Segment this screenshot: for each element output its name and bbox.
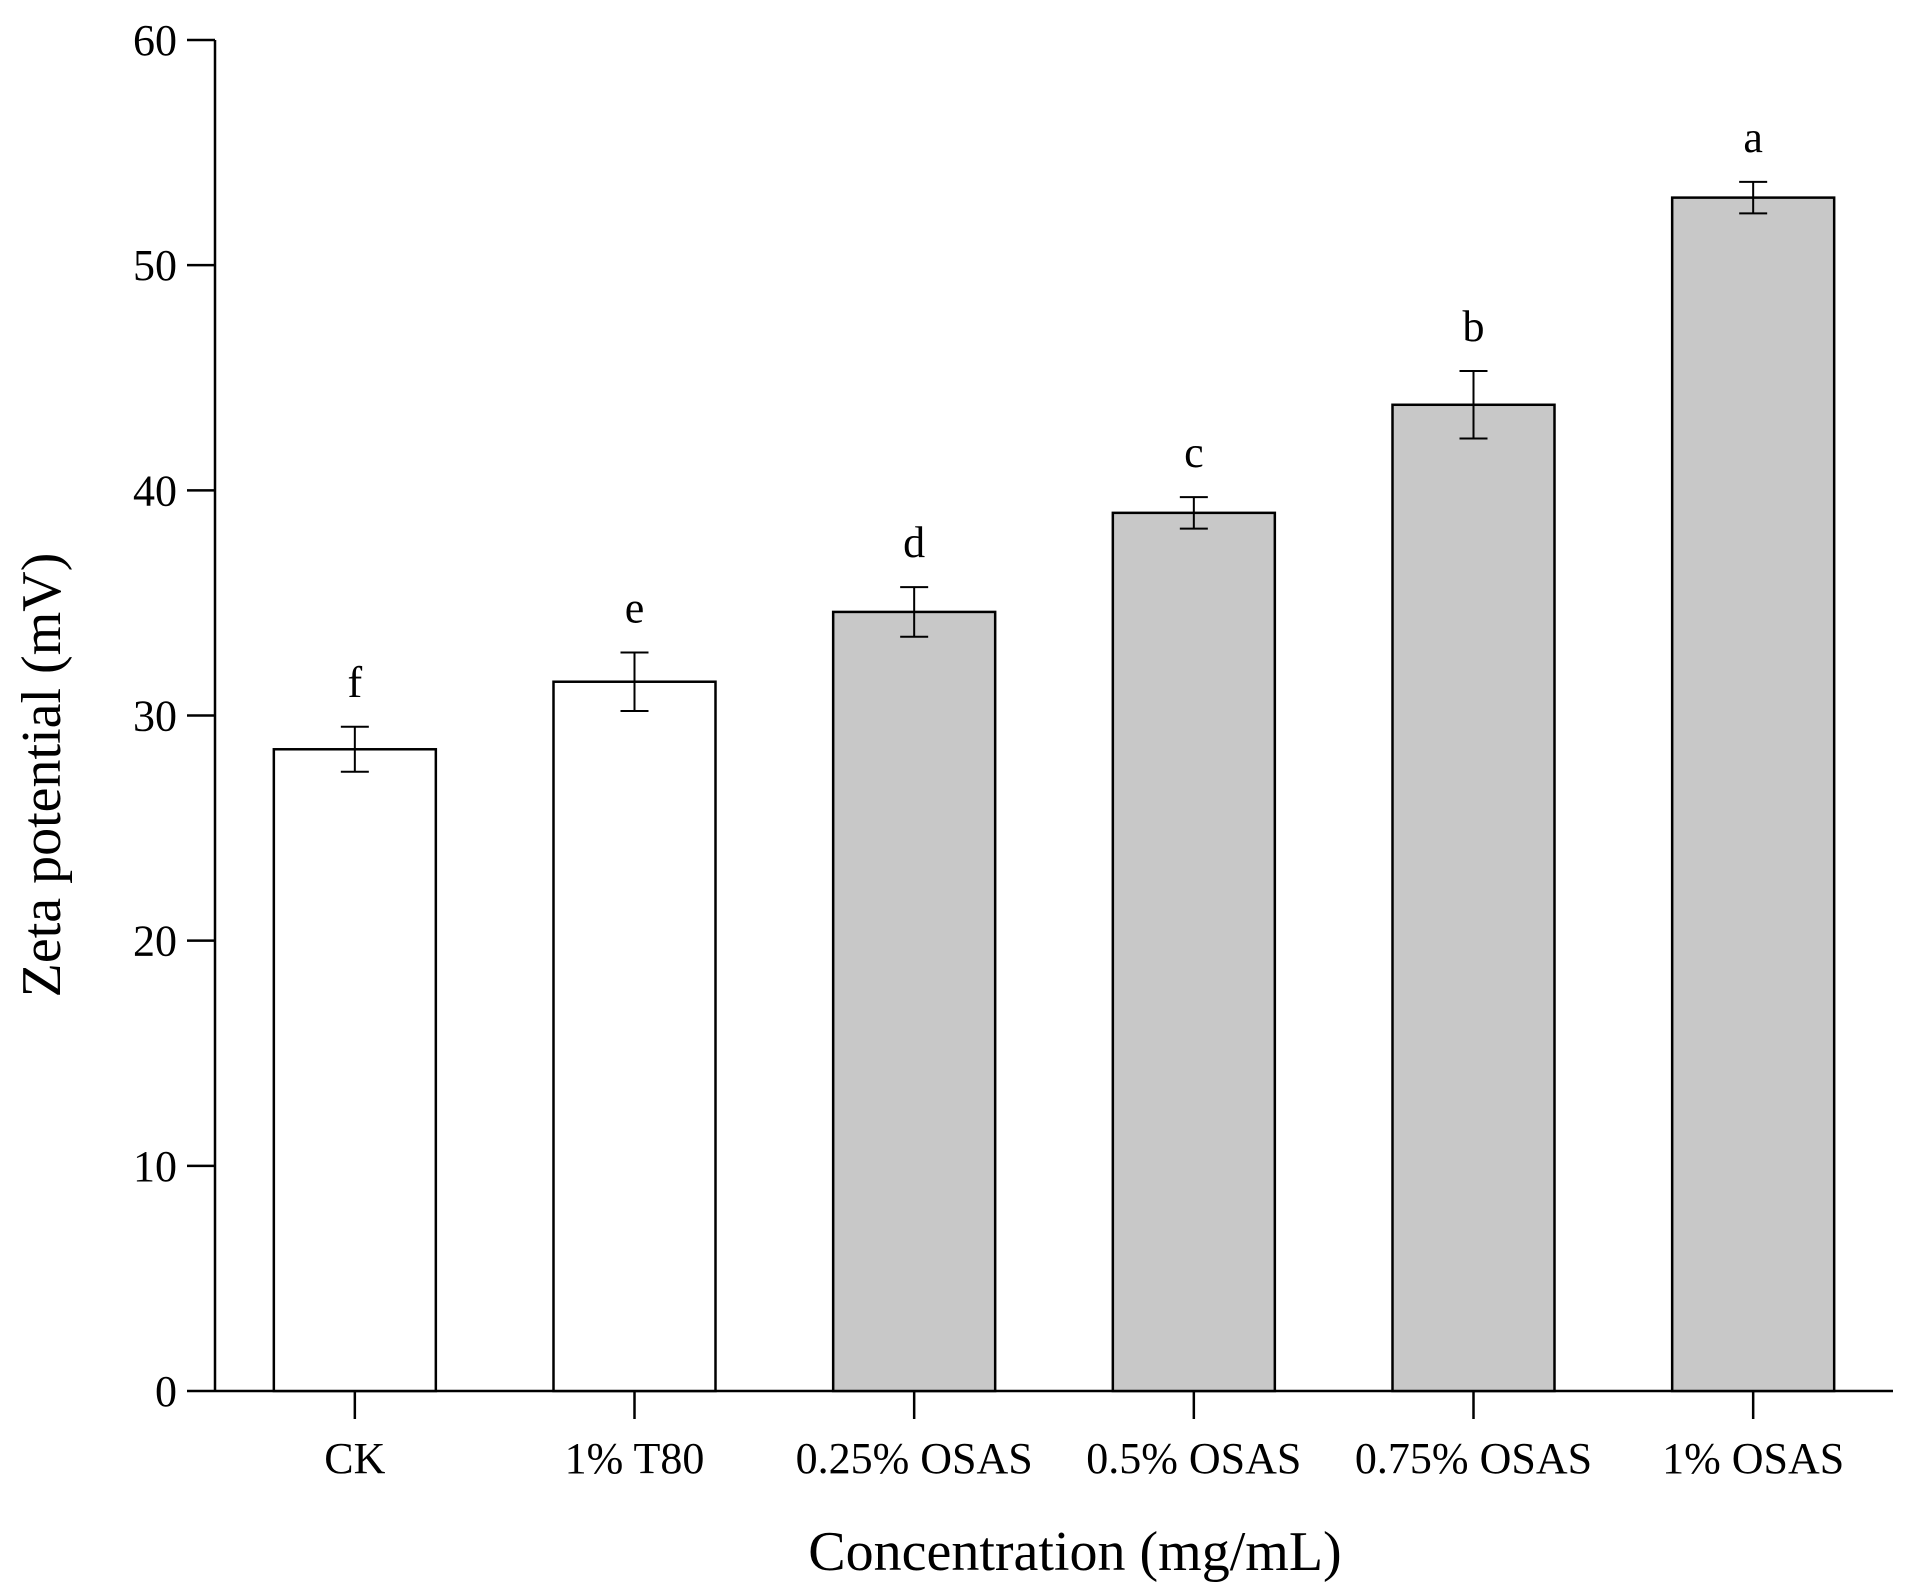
significance-letter: a (1743, 113, 1763, 162)
y-tick-label: 40 (133, 466, 177, 515)
bar (1111, 511, 1277, 1393)
y-tick-label: 30 (133, 692, 177, 741)
x-tick-label: 0.5% OSAS (1086, 1434, 1301, 1483)
bars (272, 180, 1836, 1393)
y-tick-label: 50 (133, 241, 177, 290)
y-tick-label: 20 (133, 917, 177, 966)
y-tick-label: 10 (133, 1142, 177, 1191)
bar (831, 610, 997, 1393)
significance-letter: c (1184, 428, 1204, 477)
bar (272, 748, 438, 1393)
significance-letter: f (348, 658, 363, 707)
significance-letter: b (1463, 302, 1485, 351)
x-tick-label: 0.25% OSAS (796, 1434, 1033, 1483)
x-axis-title: Concentration (mg/mL) (808, 1521, 1341, 1583)
y-axis-title: Zeta potential (mV) (11, 553, 73, 998)
tick-labels: 0 10 20 30 40 50 60 f CK e 1% T80 d 0.25% OSAS c 0.5% … (133, 16, 1844, 1483)
significance-letter: e (625, 583, 645, 632)
significance-letter: d (903, 518, 925, 567)
x-tick-label: 1% OSAS (1662, 1434, 1844, 1483)
x-tick-label: CK (324, 1434, 385, 1483)
x-tick-label: 1% T80 (565, 1434, 705, 1483)
y-tick-label: 0 (155, 1367, 177, 1416)
x-tick-label: 0.75% OSAS (1355, 1434, 1592, 1483)
bar (1670, 196, 1836, 1393)
bar (1391, 403, 1556, 1393)
y-tick-label: 60 (133, 16, 177, 65)
axes (187, 38, 1893, 1419)
bar (552, 680, 717, 1393)
